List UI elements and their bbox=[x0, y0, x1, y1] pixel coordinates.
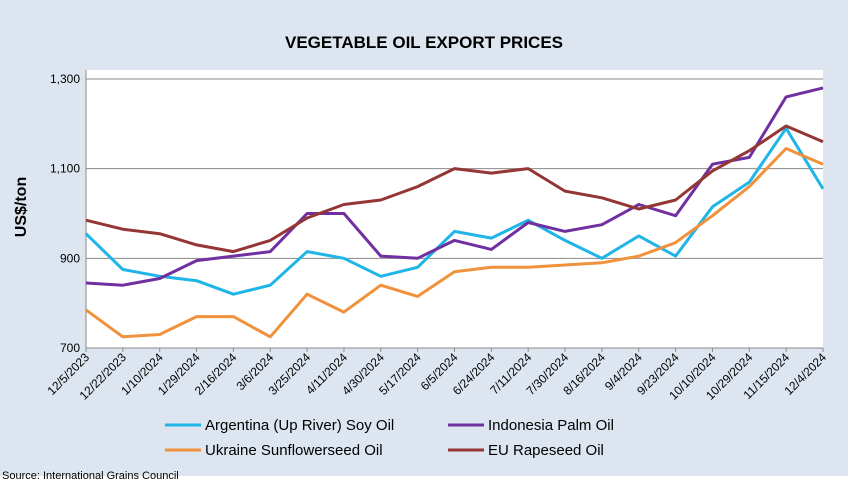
legend-label: Indonesia Palm Oil bbox=[488, 417, 614, 434]
legend: Argentina (Up River) Soy Oil Indonesia Pa… bbox=[165, 417, 614, 459]
y-tick-labels: 700 900 1,100 1,300 bbox=[50, 72, 80, 355]
y-tick-label: 900 bbox=[60, 251, 80, 265]
series-lines bbox=[84, 86, 825, 339]
chart-panel: VEGETABLE OIL EXPORT PRICES US$/ton 700 9… bbox=[0, 0, 848, 476]
legend-label: EU Rapeseed Oil bbox=[488, 442, 604, 459]
y-tick-label: 700 bbox=[60, 341, 80, 355]
legend-label: Ukraine Sunflowerseed Oil bbox=[205, 442, 383, 459]
chart-svg: VEGETABLE OIL EXPORT PRICES US$/ton 700 9… bbox=[13, 33, 829, 459]
legend-label: Argentina (Up River) Soy Oil bbox=[205, 417, 394, 434]
chart-title: VEGETABLE OIL EXPORT PRICES bbox=[285, 33, 563, 52]
y-axis-label: US$/ton bbox=[13, 177, 30, 237]
series-line bbox=[85, 124, 824, 254]
y-tick-label: 1,300 bbox=[50, 72, 80, 86]
plot-area bbox=[86, 70, 823, 348]
series-line bbox=[85, 147, 824, 339]
y-tick-label: 1,100 bbox=[50, 162, 80, 176]
x-tick-labels: 12/5/202312/22/20231/10/20241/29/20242/1… bbox=[44, 348, 829, 403]
source-note: Source: International Grains Council bbox=[2, 470, 179, 482]
